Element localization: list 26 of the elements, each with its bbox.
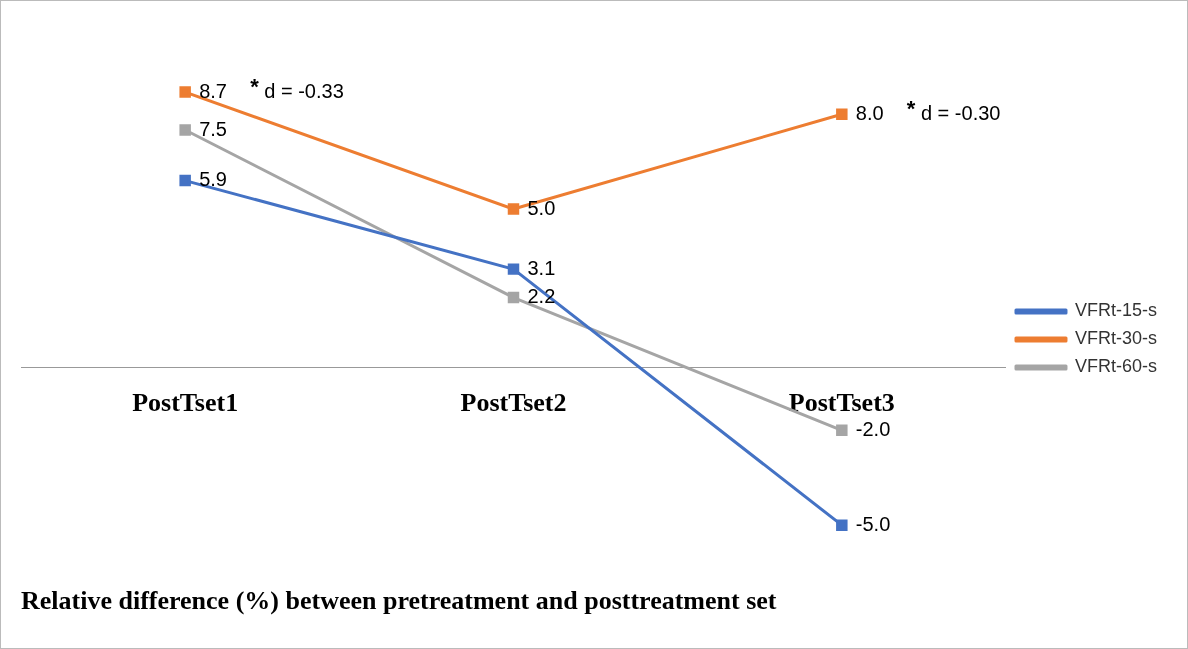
text: Relative difference (%) between pretreatment and posttreatment set (21, 586, 777, 616)
data-label: 7.5 (199, 117, 227, 140)
data-label: 5.9 (199, 168, 227, 191)
x-tick-label: PostTset2 (460, 388, 567, 418)
legend-label: VFRt-15-s (1074, 300, 1157, 321)
x-tick-label: PostTset3 (788, 388, 895, 418)
data-label: -5.0 (855, 512, 891, 535)
point (179, 174, 191, 187)
point (836, 424, 848, 437)
point (507, 291, 520, 304)
legend-label: VFRt-30-s (1074, 328, 1157, 349)
data-label: 3.1 (527, 256, 556, 279)
data-label: 8.7 (199, 79, 227, 102)
point (507, 203, 520, 215)
point (836, 108, 848, 120)
point (179, 86, 191, 98)
data-label: -2.0 (855, 417, 891, 440)
data-label: 8.0 (855, 101, 884, 124)
annotation: * d = -0.33 (250, 74, 344, 102)
annotation: * d = -0.30 (906, 96, 1001, 124)
point (179, 124, 191, 136)
legend-label: VFRt-60-s (1074, 356, 1157, 377)
data-label: 5.0 (527, 196, 556, 219)
point (836, 519, 848, 531)
x-tick-label: PostTset1 (132, 388, 239, 418)
point (507, 263, 520, 275)
